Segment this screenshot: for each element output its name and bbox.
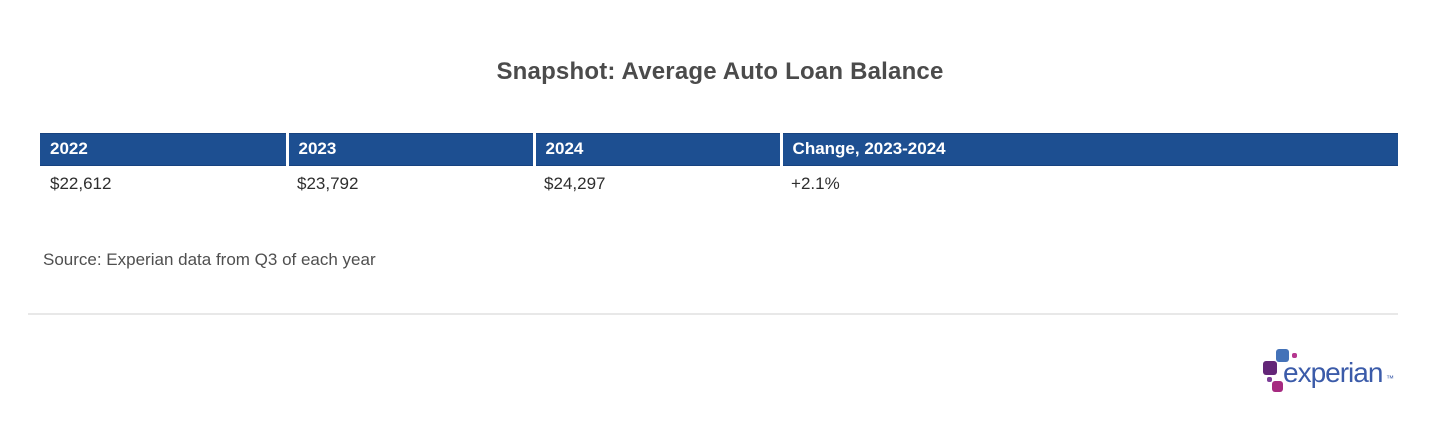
value-2024: $24,297 [534,165,782,202]
experian-wordmark: experian [1283,357,1383,388]
balance-table: 2022 2023 2024 Change, 2023-2024 $22,612… [40,133,1398,202]
value-2023: $23,792 [287,165,535,202]
column-header-2022: 2022 [40,133,289,166]
logo-dot-purple-icon [1267,377,1272,382]
divider-line [28,313,1398,315]
value-change: +2.1% [781,165,1398,202]
logo-square-magenta-icon [1272,381,1283,392]
experian-logo: experian ™ [1259,344,1400,396]
column-header-2023: 2023 [287,133,536,166]
source-note: Source: Experian data from Q3 of each ye… [43,250,376,269]
table-row: $22,612 $23,792 $24,297 +2.1% [40,165,1398,202]
page-title: Snapshot: Average Auto Loan Balance [496,58,944,85]
trademark-symbol: ™ [1386,374,1394,383]
table-header-row: 2022 2023 2024 Change, 2023-2024 [40,133,1398,166]
column-header-change: Change, 2023-2024 [781,133,1398,166]
balance-table-container: 2022 2023 2024 Change, 2023-2024 $22,612… [40,133,1398,202]
logo-dot-magenta-icon [1292,353,1297,358]
logo-square-blue-icon [1276,349,1289,362]
column-header-2024: 2024 [534,133,783,166]
value-2022: $22,612 [40,165,288,202]
logo-square-purple-icon [1263,361,1277,375]
